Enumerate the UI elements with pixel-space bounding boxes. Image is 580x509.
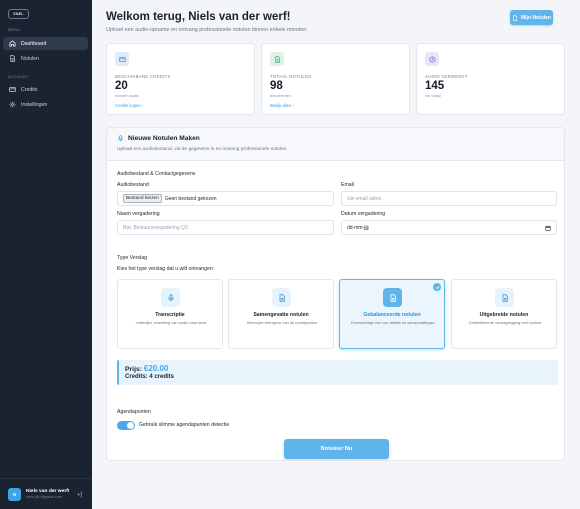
stat-sub: uur totaal bbox=[425, 94, 441, 98]
document-icon bbox=[512, 15, 518, 21]
check-icon bbox=[433, 283, 441, 291]
view-all-link[interactable]: Bekijk alles › bbox=[270, 103, 294, 108]
sidebar-item-dashboard[interactable]: Dashboard bbox=[3, 37, 88, 50]
report-type-uitgebreid[interactable]: Uitgebreide notulen Gedetailleerde versl… bbox=[451, 279, 557, 349]
stat-sub: minuten audio bbox=[115, 94, 139, 98]
my-notes-button-label: Mijn Notulen bbox=[521, 15, 551, 21]
report-type-desc: Evenwichtige mix van details en samenvat… bbox=[346, 320, 440, 326]
new-notes-form: Nieuwe Notulen Maken Upload een audiobes… bbox=[106, 127, 565, 461]
report-type-title: Gebalanceerde notulen bbox=[340, 312, 444, 318]
report-type-transcriptie[interactable]: Transcriptie Letterlijke omzetting van a… bbox=[117, 279, 223, 349]
page-subtitle: Upload een audio-opname en ontvang profe… bbox=[106, 27, 308, 33]
app-logo[interactable]: SNEL bbox=[8, 9, 29, 19]
stat-card-audio: AUDIO VERWERKT 145 uur totaal bbox=[416, 43, 565, 115]
meeting-date-field[interactable]: dd-mm-jjjj bbox=[341, 220, 557, 235]
credit-card-icon bbox=[115, 52, 129, 66]
report-type-title: Samengevatte notulen bbox=[229, 312, 333, 318]
choose-file-button[interactable]: Bestand kiezen bbox=[123, 194, 162, 203]
main-content: Welkom terug, Niels van der werf! Upload… bbox=[92, 0, 580, 509]
logout-icon[interactable] bbox=[76, 491, 83, 498]
document-icon bbox=[272, 288, 291, 307]
stat-label: BESCHIKBARE CREDITS bbox=[115, 74, 171, 79]
stat-value: 20 bbox=[115, 80, 128, 92]
report-type-desc: Beknopte weergave van de hoofdpunten bbox=[235, 320, 329, 326]
calendar-icon[interactable] bbox=[545, 225, 551, 231]
buy-credits-link[interactable]: Credits kopen › bbox=[115, 103, 143, 108]
avatar: N bbox=[8, 488, 21, 501]
sidebar: SNEL MENU Dashboard Notulen ACCOUNT Cred… bbox=[0, 0, 92, 509]
section-audio-contact: Audiobestand & Contactgegevens bbox=[117, 171, 195, 177]
file-status: Geen bestand gekozen bbox=[165, 196, 217, 202]
user-email: niels.@?@gmail.com bbox=[26, 495, 70, 499]
microphone-icon bbox=[161, 288, 180, 307]
sidebar-section-menu: MENU bbox=[8, 28, 20, 32]
stat-value: 145 bbox=[425, 80, 444, 92]
price-label: Prijs: bbox=[125, 366, 142, 373]
credit-card-icon bbox=[9, 86, 16, 93]
toggle-knob bbox=[127, 422, 134, 429]
form-title-text: Nieuwe Notulen Maken bbox=[128, 135, 200, 142]
clock-icon bbox=[425, 52, 439, 66]
sidebar-item-instellingen[interactable]: Instellingen bbox=[3, 98, 88, 111]
document-icon bbox=[383, 288, 402, 307]
home-icon bbox=[9, 40, 16, 47]
report-type-samengevat[interactable]: Samengevatte notulen Beknopte weergave v… bbox=[228, 279, 334, 349]
submit-button[interactable]: Notuleer Nu bbox=[284, 439, 389, 459]
sidebar-item-label: Instellingen bbox=[21, 102, 47, 108]
report-type-gebalanceerd[interactable]: Gebalanceerde notulen Evenwichtige mix v… bbox=[339, 279, 445, 349]
meeting-name-label: Naam vergadering bbox=[117, 211, 160, 217]
sidebar-item-label: Dashboard bbox=[21, 41, 46, 47]
audio-file-label: Audiobestand bbox=[117, 182, 149, 188]
form-subtitle: Upload een audiobestand, vul de gegevens… bbox=[117, 147, 288, 152]
report-type-desc: Letterlijke omzetting van audio naar tek… bbox=[124, 320, 218, 326]
my-notes-button[interactable]: Mijn Notulen bbox=[510, 10, 553, 25]
sidebar-section-account: ACCOUNT bbox=[8, 75, 29, 79]
page-title: Welkom terug, Niels van der werf! bbox=[106, 11, 290, 23]
email-field[interactable]: Uw email adres bbox=[341, 191, 557, 206]
report-type-title: Uitgebreide notulen bbox=[452, 312, 556, 318]
document-icon bbox=[270, 52, 284, 66]
audio-file-input[interactable]: Bestand kiezen Geen bestand gekozen bbox=[117, 191, 334, 206]
meeting-name-field[interactable]: Bijv. Bestuursvergadering Q3 bbox=[117, 220, 334, 235]
credits-line: Credits: 4 credits bbox=[125, 374, 174, 380]
agenda-toggle-label: Gebruik slimme agendapunten detectie bbox=[139, 422, 229, 428]
date-value: dd-mm-jjjj bbox=[347, 225, 369, 231]
report-type-desc: Gedetailleerde verslaglegging met contex… bbox=[458, 320, 552, 326]
type-section-title: Type Verslag bbox=[117, 255, 147, 261]
meeting-date-label: Datum vergadering bbox=[341, 211, 385, 217]
gear-icon bbox=[9, 101, 16, 108]
price-line: Prijs: €20.00 bbox=[125, 364, 168, 373]
stat-label: TOTAAL NOTULEN bbox=[270, 74, 312, 79]
email-label: Email bbox=[341, 182, 354, 188]
stat-sub: documenten bbox=[270, 94, 291, 98]
sidebar-item-credits[interactable]: Credits bbox=[3, 83, 88, 96]
price-amount: €20.00 bbox=[144, 364, 168, 373]
stat-value: 98 bbox=[270, 80, 283, 92]
price-summary: Prijs: €20.00 Credits: 4 credits bbox=[117, 360, 558, 385]
stat-label: AUDIO VERWERKT bbox=[425, 74, 468, 79]
user-profile[interactable]: N Niels van der werf! niels.@?@gmail.com bbox=[0, 478, 92, 509]
sidebar-item-label: Credits bbox=[21, 87, 37, 93]
document-icon bbox=[9, 55, 16, 62]
stat-card-credits: BESCHIKBARE CREDITS 20 minuten audio Cre… bbox=[106, 43, 255, 115]
stat-card-notulen: TOTAAL NOTULEN 98 documenten Bekijk alle… bbox=[261, 43, 410, 115]
sidebar-item-label: Notulen bbox=[21, 56, 39, 62]
sidebar-item-notulen[interactable]: Notulen bbox=[3, 52, 88, 65]
form-title: Nieuwe Notulen Maken bbox=[117, 135, 200, 142]
agenda-detection-toggle[interactable] bbox=[117, 421, 135, 430]
report-type-title: Transcriptie bbox=[118, 312, 222, 318]
form-header: Nieuwe Notulen Maken Upload een audiobes… bbox=[107, 128, 565, 161]
user-name: Niels van der werf! bbox=[26, 489, 70, 494]
document-icon bbox=[495, 288, 514, 307]
microphone-icon bbox=[117, 135, 124, 142]
agenda-section-title: Agendapunten bbox=[117, 409, 151, 415]
type-prompt: Kies het type verslag dat u wilt ontvang… bbox=[117, 266, 214, 272]
